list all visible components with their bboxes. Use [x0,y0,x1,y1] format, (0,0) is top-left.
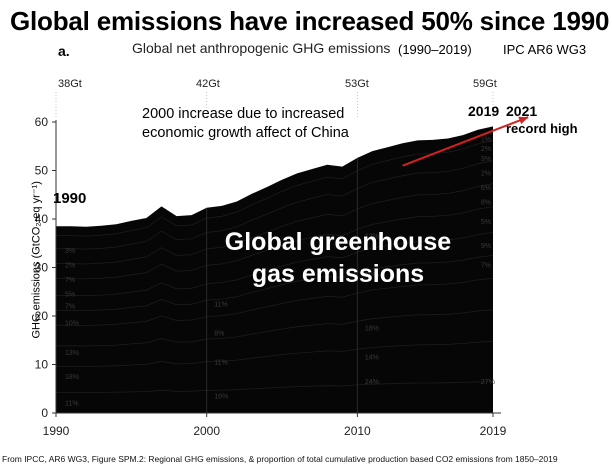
headline: Global emissions have increased 50% sinc… [10,6,610,36]
band-percent-label: 11% [214,360,228,367]
x-tick-label: 2000 [193,424,220,438]
band-percent-label: 16% [214,393,228,400]
band-percent-label: 7% [481,263,491,270]
x-tick-label: 2010 [344,424,371,438]
band-percent-label: 11% [214,301,228,308]
band-percent-label: 3% [481,156,491,163]
band-boundary [56,232,494,297]
gt-label-1990: 38Gt [58,78,82,90]
emissions-area [56,126,493,414]
band-boundary [56,381,494,393]
band-percent-label: 24% [365,379,379,386]
footer-source: From IPCC, AR6 WG3, Figure SPM.2: Region… [2,454,558,464]
band-percent-label: 6% [481,185,491,192]
band-boundary [56,140,494,237]
chart-title: Global net anthropogenic GHG emissions [132,40,391,56]
y-tick-label: 10 [35,358,49,372]
chart-period: (1990–2019) [398,42,472,57]
band-boundary [56,255,494,312]
y-tick-label: 50 [35,164,49,178]
year-1990-label: 1990 [53,190,87,207]
band-boundary [56,309,494,347]
band-percent-label: 27% [481,379,495,386]
band-percent-label: 3% [65,248,75,255]
band-boundary [56,160,494,250]
band-percent-label: 2% [65,263,75,270]
band-percent-label: 13% [65,350,79,357]
band-percent-label: 8% [481,199,491,206]
y-axis-label: GHG emissions (GtCO₂-eq yr⁻¹) [30,181,43,339]
gt-label-2019: 59Gt [473,78,497,90]
band-percent-label: 12% [365,233,379,240]
band-percent-label: 5% [65,292,75,299]
band-percent-label: 9% [481,243,491,250]
band-percent-label: 8% [214,330,224,337]
band-percent-label: 11% [65,401,79,408]
band-percent-label: 7% [65,304,75,311]
band-boundary [56,340,494,367]
x-tick-label: 2019 [480,424,507,438]
gt-label-2000: 42Gt [196,78,220,90]
source-tag: IPC AR6 WG3 [503,42,587,57]
band-percent-label: 18% [65,374,79,381]
band-boundary [56,183,494,265]
band-percent-label: 14% [365,355,379,362]
y-tick-label: 60 [35,115,49,129]
area-overlay-text: Global greenhouse gas emissions [224,228,452,288]
band-percent-label: 1% [481,136,491,143]
y-tick-label: 20 [35,309,49,323]
panel-letter: a. [58,43,70,59]
band-percent-label: 5% [481,219,491,226]
y-tick-label: 40 [35,212,49,226]
china-annotation: 2000 increase due to increased economic … [142,106,349,141]
x-tick-label: 1990 [43,424,70,438]
band-boundary [56,277,494,326]
band-percent-label: 2% [481,146,491,153]
year-2019-label: 2019 [468,103,500,119]
gt-label-2010: 53Gt [345,78,369,90]
y-tick-label: 30 [35,261,49,275]
year-2021-label: 2021 [506,103,538,119]
record-high-label: record high [506,121,578,136]
band-percent-label: 10% [365,272,379,279]
trend-arrow-head [518,116,529,125]
band-boundary [56,206,494,280]
trend-arrow-line [402,116,529,167]
band-percent-label: 7% [65,277,75,284]
band-percent-label: 2% [481,170,491,177]
band-percent-label: 18% [365,326,379,333]
y-tick-label: 0 [41,406,48,420]
band-percent-label: 10% [65,321,79,328]
